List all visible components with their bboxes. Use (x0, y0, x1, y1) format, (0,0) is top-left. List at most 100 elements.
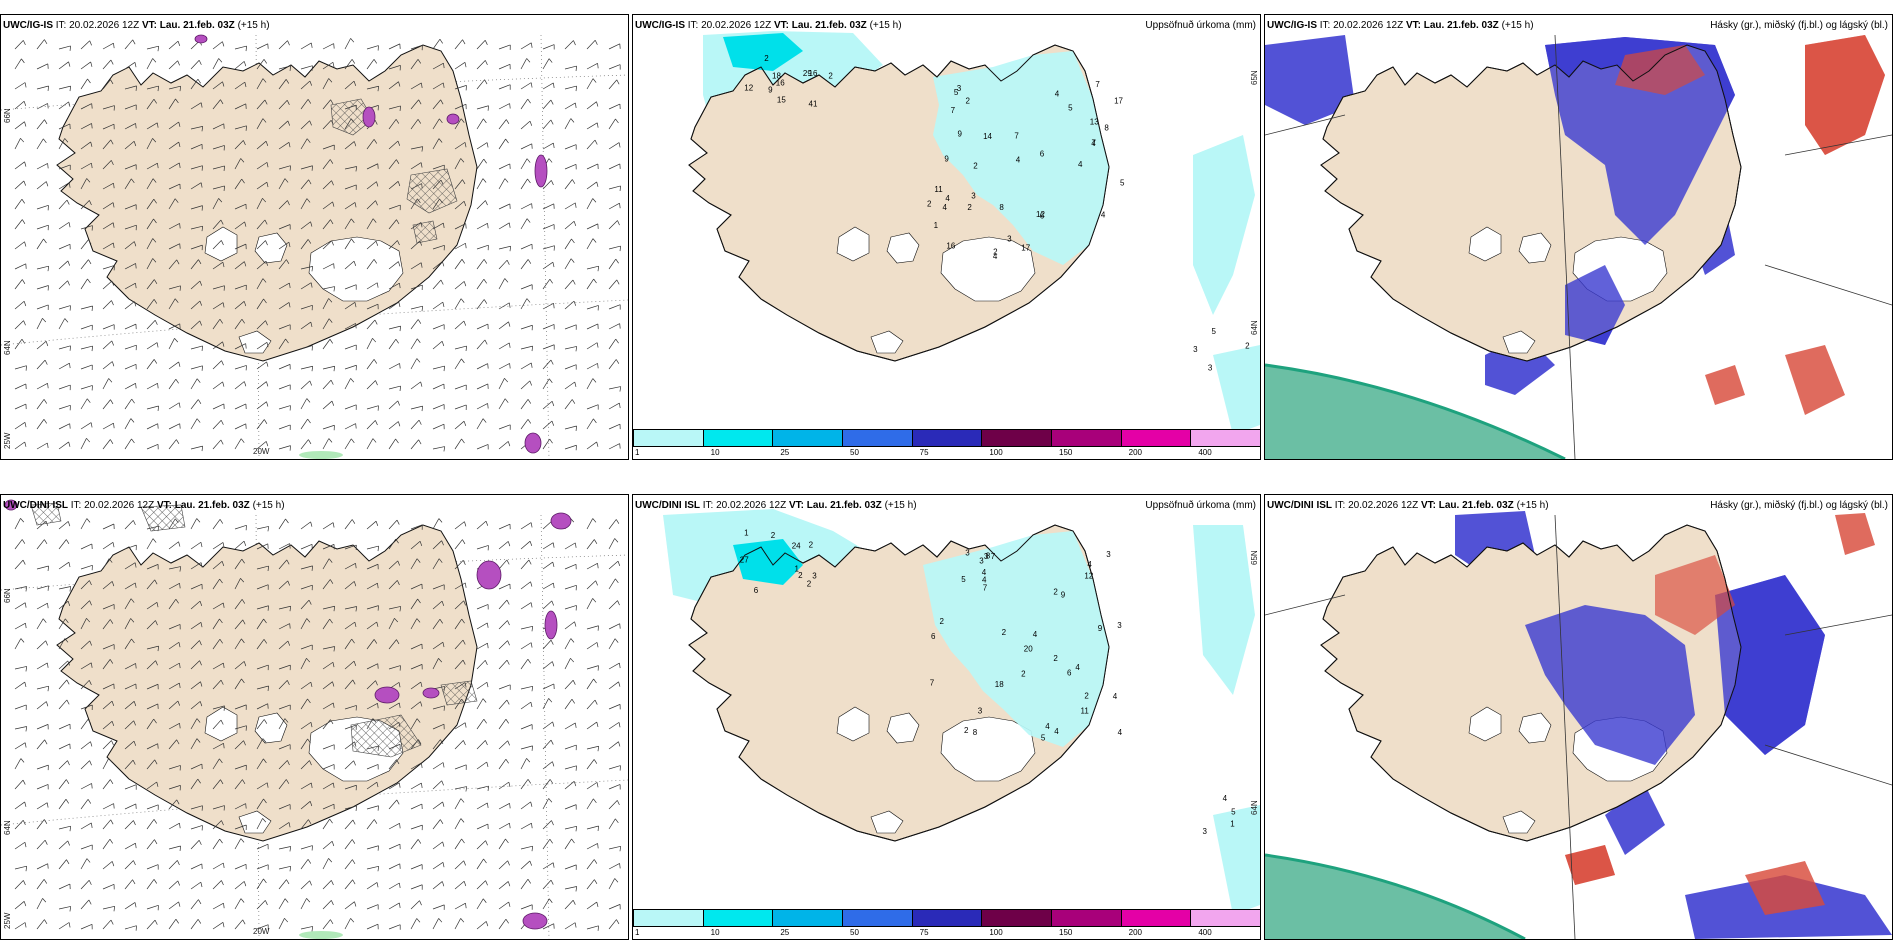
precip-area-heavy (723, 33, 803, 71)
precip-area-light (1193, 135, 1255, 315)
colorbar-swatch (842, 909, 913, 927)
precip-value: 3 (812, 571, 817, 580)
precip-values: 2222113624271876432421192889633734202244… (740, 529, 1236, 837)
header-vt-label: VT: (156, 500, 172, 511)
header-it: 20.02.2026 12Z (1333, 20, 1404, 31)
precip-value: 6 (1040, 150, 1045, 159)
header-vt: Lau. 21.feb. 03Z (1438, 500, 1514, 511)
precip-value: 7 (1092, 139, 1097, 148)
lat-label: 64N (3, 820, 12, 835)
colorbar-swatch (1051, 429, 1122, 447)
colorbar-tick: 1 (635, 928, 640, 937)
mid-cloud (1705, 365, 1745, 405)
icing-hatch (406, 168, 458, 214)
precip-value: 4 (1045, 722, 1050, 731)
precip-value: 4 (1087, 560, 1092, 569)
precip-value: 4 (1078, 160, 1083, 169)
precip-value: 8 (973, 728, 978, 737)
precip-value: 3 (1193, 345, 1198, 354)
precip-value: 5 (1041, 733, 1046, 742)
precip-value: 3 (1117, 621, 1122, 630)
precip-value: 2 (966, 96, 971, 105)
panel-clouds-dini: UWC/DINI ISL IT: 20.02.2026 12Z VT: Lau.… (1264, 494, 1893, 940)
precip-value: 2 (993, 247, 998, 256)
precip-cell (524, 432, 542, 454)
glacier-3 (870, 810, 904, 834)
colorbar-tick: 200 (1128, 448, 1143, 457)
glacier-3 (1502, 330, 1536, 354)
precip-value: 7 (991, 552, 996, 561)
header-it-label: IT: (1319, 20, 1331, 31)
header-it: 20.02.2026 12Z (716, 500, 787, 511)
colorbar-tick: 200 (1128, 928, 1143, 937)
precip-value: 4 (1055, 90, 1060, 99)
header-vt: Lau. 21.feb. 03Z (174, 500, 250, 511)
precip-value: 2 (967, 203, 972, 212)
lat-label: 64N (1250, 320, 1259, 335)
icing-hatch (140, 504, 186, 532)
precip-value: 27 (740, 556, 749, 565)
colorbar-tick: 75 (919, 448, 929, 457)
precip-cell (362, 106, 376, 128)
colorbar-swatch (633, 909, 704, 927)
precip-value: 4 (943, 203, 948, 212)
colorbar-swatch (1190, 909, 1260, 927)
precip-value: 4 (1075, 663, 1080, 672)
precip-value: 2 (771, 531, 776, 540)
precip-value: 13 (1090, 118, 1099, 127)
precip-value: 15 (777, 96, 786, 105)
colorbar-tick: 400 (1198, 448, 1212, 457)
panel-header: UWC/IG-IS IT: 20.02.2026 12Z VT: Lau. 21… (3, 20, 270, 31)
green-shading (299, 451, 343, 459)
glacier-1 (204, 226, 238, 262)
colorbar-swatch (1190, 429, 1260, 447)
precip-area-light (1193, 525, 1255, 695)
lon-label: 20W (253, 447, 270, 456)
precip-value: 12 (1036, 210, 1045, 219)
colorbar-tick: 400 (1198, 928, 1212, 937)
precip-value: 3 (978, 707, 983, 716)
precip-value: 2 (964, 726, 969, 735)
precip-value: 2 (1021, 670, 1026, 679)
colorbar-swatch (842, 429, 913, 447)
glacier-0 (308, 236, 404, 302)
grid-lines (1265, 514, 1892, 939)
header-model: UWC/DINI ISL (1267, 500, 1332, 511)
colorbar-tick: 100 (989, 448, 1003, 457)
precip-value: 9 (768, 86, 773, 95)
icing-hatch (440, 680, 478, 706)
precip-value: 18 (995, 680, 1004, 689)
header-lead: (+15 h) (1501, 20, 1534, 31)
precip-value: 5 (1231, 807, 1236, 816)
precip-value: 5 (954, 88, 959, 97)
precip-value: 8 (999, 203, 1004, 212)
precip-value: 4 (1223, 794, 1228, 803)
precip-value: 1 (744, 529, 749, 538)
precip-value: 11 (934, 185, 943, 194)
precip-cell (422, 687, 440, 699)
precip-value: 3 (957, 84, 962, 93)
precip-value: 20 (1024, 645, 1033, 654)
header-vt: Lau. 21.feb. 03Z (1423, 20, 1499, 31)
glacier-1 (1468, 226, 1502, 262)
header-it: 20.02.2026 12Z (84, 500, 155, 511)
precip-value: 4 (1054, 727, 1059, 736)
precip-value: 3 (984, 552, 989, 561)
header-vt: Lau. 21.feb. 03Z (806, 500, 882, 511)
map-canvas (1, 499, 628, 939)
precip-value: 12 (744, 83, 753, 92)
colorbar-swatch (981, 909, 1052, 927)
colorbar: 1 10 25 50 75 100 150 200 400 (633, 429, 1260, 459)
precip-value: 6 (1040, 211, 1045, 220)
precip-cell (374, 686, 400, 704)
panel-wind-dini: UWC/DINI ISL IT: 20.02.2026 12Z VT: Lau.… (0, 494, 629, 940)
precip-value: 3 (1203, 827, 1208, 836)
colorbar-swatch (772, 909, 843, 927)
map-canvas (1265, 511, 1892, 939)
precip-value: 12 (1084, 571, 1093, 580)
glacier-0 (940, 236, 1036, 302)
icing-hatch (30, 502, 62, 526)
glacier-3 (1502, 810, 1536, 834)
